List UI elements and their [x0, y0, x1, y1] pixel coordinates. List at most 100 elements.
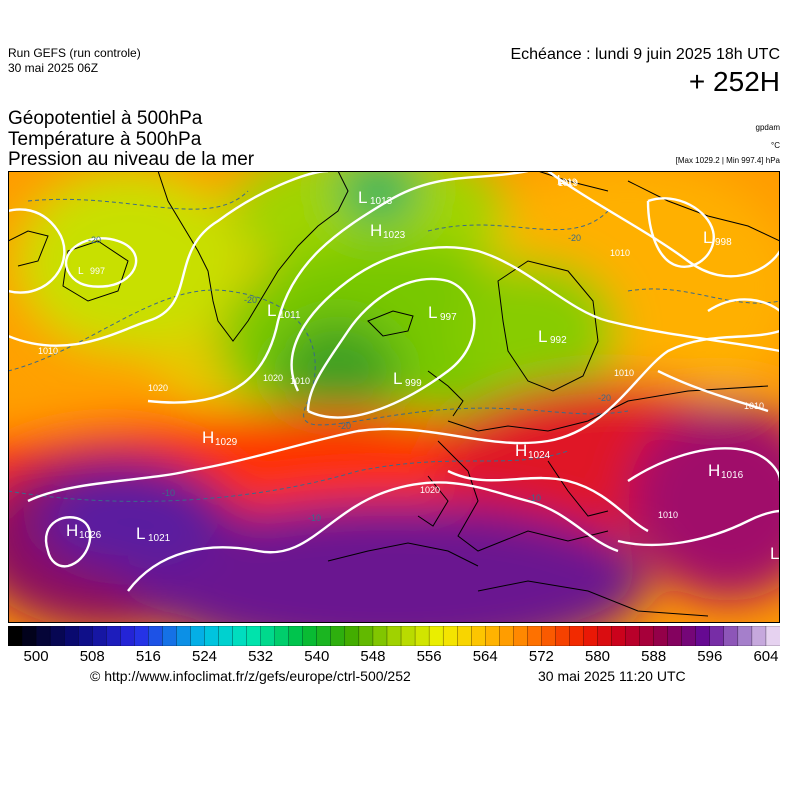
- svg-text:H: H: [202, 428, 214, 447]
- pressure-center: L 1013: [358, 188, 393, 207]
- pressure-center: L 998: [703, 228, 732, 248]
- svg-text:L: L: [703, 228, 712, 247]
- pressure-center: H 1023: [370, 221, 406, 241]
- svg-text:998: 998: [715, 237, 732, 248]
- svg-text:L: L: [358, 188, 367, 207]
- colorbar-swatch: [148, 626, 164, 646]
- svg-text:1020: 1020: [148, 383, 168, 393]
- svg-text:1020: 1020: [420, 485, 440, 495]
- colorbar-swatch: [106, 626, 121, 646]
- pressure-center: H 1016: [708, 461, 744, 481]
- pressure-center: L: [770, 544, 779, 563]
- pressure-center: L 992: [538, 327, 567, 346]
- svg-text:-10: -10: [528, 493, 541, 503]
- colorbar-swatch: [35, 626, 51, 646]
- svg-text:L: L: [78, 266, 84, 277]
- colorbar-swatch: [667, 626, 683, 646]
- colorbar-swatch: [120, 626, 135, 646]
- colorbar-tick-label: 516: [135, 648, 161, 665]
- svg-text:1021: 1021: [148, 533, 171, 544]
- svg-text:-10: -10: [162, 488, 175, 498]
- isobar-labels: 1010 1020 1010 1020 1010 1010 1010 1020 …: [38, 178, 764, 520]
- colorbar-swatch: [569, 626, 585, 646]
- colorbar-tick-label: 596: [697, 648, 723, 665]
- isotherm-labels: -20 -20 -20 -10 -10 -10 -20 -20: [88, 233, 611, 523]
- colorbar-swatch: [316, 626, 332, 646]
- svg-text:1010: 1010: [38, 346, 58, 356]
- colorbar-swatch: [513, 626, 528, 646]
- colorbar: [8, 626, 780, 646]
- svg-text:L: L: [267, 301, 276, 320]
- colorbar-swatch: [442, 626, 458, 646]
- colorbar-tick-label: 556: [416, 648, 442, 665]
- colorbar-swatch: [653, 626, 669, 646]
- svg-text:1019: 1019: [558, 178, 578, 188]
- colorbar-swatch: [457, 626, 472, 646]
- colorbar-swatch: [330, 626, 346, 646]
- colorbar-tick-label: 604: [753, 648, 779, 665]
- colorbar-swatch: [583, 626, 599, 646]
- pressure-center: L 1021: [136, 524, 171, 544]
- colorbar-swatch: [639, 626, 655, 646]
- svg-text:L: L: [557, 172, 564, 187]
- svg-text:1010: 1010: [614, 368, 634, 378]
- colorbar-tick-label: 572: [528, 648, 554, 665]
- svg-text:1019: 1019: [557, 177, 577, 187]
- svg-text:997: 997: [440, 312, 457, 323]
- svg-text:-20: -20: [568, 233, 581, 243]
- colorbar-swatch: [162, 626, 178, 646]
- colorbar-swatch: [414, 626, 430, 646]
- svg-text:1010: 1010: [658, 510, 678, 520]
- colorbar-swatch: [400, 626, 416, 646]
- colorbar-swatch: [471, 626, 486, 646]
- colorbar-swatch: [428, 626, 444, 646]
- svg-text:1010: 1010: [610, 248, 630, 258]
- colorbar-swatch: [64, 626, 79, 646]
- colorbar-swatch: [78, 626, 93, 646]
- colorbar-swatch: [611, 626, 627, 646]
- svg-text:1029: 1029: [215, 437, 238, 448]
- colorbar-swatch: [260, 626, 276, 646]
- colorbar-swatch: [344, 626, 360, 646]
- svg-text:-20: -20: [598, 393, 611, 403]
- pressure-center: L 1011: [267, 301, 301, 321]
- pressure-center: H 1029: [202, 428, 238, 448]
- svg-text:-20: -20: [88, 235, 101, 245]
- svg-text:1010: 1010: [744, 401, 764, 411]
- colorbar-tick-label: 524: [191, 648, 218, 665]
- colorbar-tick-label: 500: [23, 648, 49, 665]
- colorbar-swatch: [8, 626, 23, 646]
- svg-text:1024: 1024: [528, 450, 551, 461]
- colorbar-tick-label: 564: [472, 648, 498, 665]
- svg-text:-20: -20: [244, 295, 257, 305]
- colorbar-swatch: [386, 626, 402, 646]
- svg-text:H: H: [515, 441, 527, 460]
- run-date: 30 mai 2025 06Z: [8, 61, 99, 75]
- pressure-center: L 999: [393, 369, 422, 389]
- colorbar-swatch: [751, 626, 767, 646]
- svg-text:1010: 1010: [290, 376, 310, 386]
- svg-text:L: L: [136, 524, 145, 543]
- pressure-center: H 1024: [515, 441, 551, 461]
- svg-text:1026: 1026: [79, 530, 102, 541]
- colorbar-ticks: 500 508 516 524 532 540 548 556 564 572 580 588 596 6…: [8, 648, 780, 668]
- forecast-valid-time: Echéance : lundi 9 juin 2025 18h UTC: [510, 46, 780, 63]
- colorbar-swatch: [681, 626, 697, 646]
- svg-text:L: L: [538, 327, 547, 346]
- parameter-geopotential: Géopotentiel à 500hPa: [8, 108, 203, 129]
- weather-map: 1010 1020 1010 1020 1010 1010 1010 1020 …: [8, 171, 780, 623]
- colorbar-swatch: [218, 626, 234, 646]
- parameter-temperature: Température à 500hPa: [8, 129, 202, 150]
- colorbar-tick-label: 532: [248, 648, 274, 665]
- unit-pressure-range: [Max 1029.2 | Min 997.4] hPa: [675, 156, 780, 165]
- colorbar-swatch: [302, 626, 318, 646]
- colorbar-swatch: [372, 626, 388, 646]
- colorbar-swatch: [737, 626, 753, 646]
- pressure-center: L 997: [428, 303, 457, 323]
- svg-text:1013: 1013: [370, 196, 393, 207]
- svg-text:H: H: [66, 521, 78, 540]
- svg-text:1023: 1023: [383, 230, 406, 241]
- colorbar-swatch: [555, 626, 571, 646]
